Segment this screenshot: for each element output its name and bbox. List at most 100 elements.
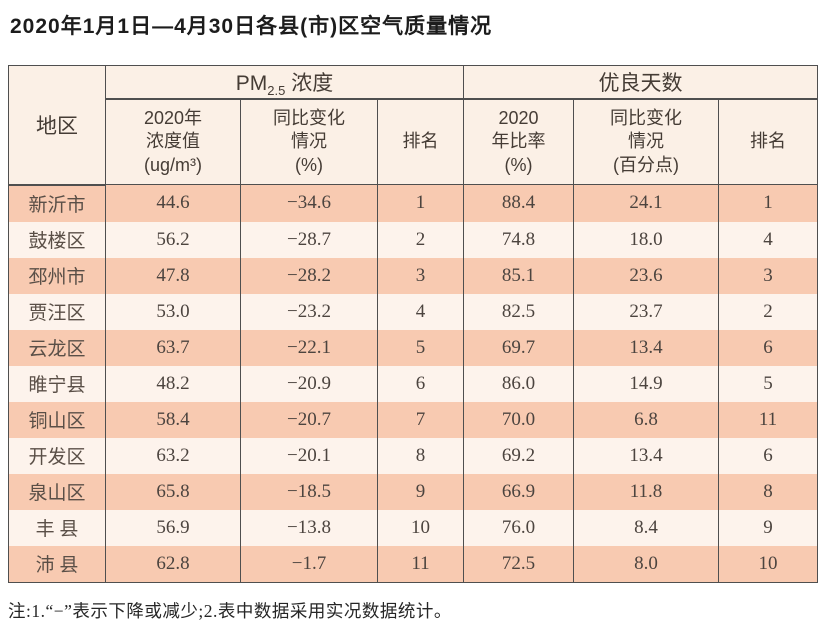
- cell-pm25-rank: 8: [376, 437, 465, 474]
- table-row: 铜山区 58.4 −20.7 7 70.0 6.8 11: [8, 401, 819, 438]
- cell-pm25-change: −34.6: [240, 184, 378, 222]
- air-quality-table: 地区 PM2.5 浓度 优良天数 2020年 浓度值 (ug/m³) 同比变化 …: [8, 65, 819, 583]
- cell-pm25-rank: 5: [376, 329, 465, 366]
- cell-good-change: 8.4: [573, 509, 720, 546]
- cell-good-rank: 11: [718, 401, 819, 438]
- cell-pm25-rank: 3: [376, 257, 465, 294]
- cell-good-change: 14.9: [573, 365, 720, 402]
- cell-good-change: 23.6: [573, 257, 720, 294]
- cell-pm25-rank: 1: [376, 184, 465, 222]
- cell-pm25-rank: 9: [376, 473, 465, 510]
- table-body: 新沂市 44.6 −34.6 1 88.4 24.1 1 鼓楼区 56.2 −28.7 2 74.8 1…: [8, 184, 819, 582]
- cell-region: 铜山区: [8, 401, 106, 438]
- table-row: 贾汪区 53.0 −23.2 4 82.5 23.7 2: [8, 293, 819, 330]
- cell-good-change: 23.7: [573, 293, 720, 330]
- cell-pm25-change: −20.9: [240, 365, 378, 402]
- cell-good-ratio: 72.5: [463, 545, 575, 582]
- cell-good-change: 8.0: [573, 545, 720, 582]
- table-row: 沛 县 62.8 −1.7 11 72.5 8.0 10: [8, 545, 819, 582]
- cell-pm25-value: 48.2: [105, 365, 241, 402]
- cell-good-ratio: 66.9: [463, 473, 575, 510]
- cell-region: 贾汪区: [8, 293, 106, 330]
- cell-pm25-value: 58.4: [105, 401, 241, 438]
- cell-pm25-value: 56.2: [105, 221, 241, 258]
- cell-region: 沛 县: [8, 545, 106, 582]
- table-row: 邳州市 47.8 −28.2 3 85.1 23.6 3: [8, 257, 819, 294]
- cell-pm25-rank: 7: [376, 401, 465, 438]
- cell-good-ratio: 88.4: [463, 184, 575, 222]
- cell-good-change: 18.0: [573, 221, 720, 258]
- cell-good-change: 24.1: [573, 184, 720, 222]
- cell-good-ratio: 86.0: [463, 365, 575, 402]
- cell-good-ratio: 82.5: [463, 293, 575, 330]
- cell-good-ratio: 85.1: [463, 257, 575, 294]
- cell-good-rank: 1: [718, 184, 819, 222]
- cell-pm25-value: 63.2: [105, 437, 241, 474]
- cell-good-rank: 8: [718, 473, 819, 510]
- group-header-row: 地区 PM2.5 浓度 优良天数: [8, 65, 819, 186]
- cell-good-ratio: 70.0: [463, 401, 575, 438]
- cell-good-rank: 2: [718, 293, 819, 330]
- region-column-header: 地区: [8, 65, 106, 186]
- sub-header-row: 2020年 浓度值 (ug/m³) 同比变化 情况 (%) 排名 2020 年比…: [9, 99, 819, 185]
- good-days-group-header: 优良天数: [463, 65, 819, 100]
- cell-good-rank: 3: [718, 257, 819, 294]
- table-row: 鼓楼区 56.2 −28.7 2 74.8 18.0 4: [8, 221, 819, 258]
- cell-pm25-value: 53.0: [105, 293, 241, 330]
- cell-pm25-change: −20.7: [240, 401, 378, 438]
- cell-pm25-rank: 10: [376, 509, 465, 546]
- pm25-change-header: 同比变化 情况 (%): [240, 99, 378, 185]
- cell-pm25-rank: 4: [376, 293, 465, 330]
- cell-region: 泉山区: [8, 473, 106, 510]
- cell-pm25-change: −20.1: [240, 437, 378, 474]
- table-row: 开发区 63.2 −20.1 8 69.2 13.4 6: [8, 437, 819, 474]
- good-rank-header: 排名: [718, 99, 819, 185]
- table-row: 丰 县 56.9 −13.8 10 76.0 8.4 9: [8, 509, 819, 546]
- cell-pm25-change: −22.1: [240, 329, 378, 366]
- cell-good-ratio: 74.8: [463, 221, 575, 258]
- cell-pm25-value: 56.9: [105, 509, 241, 546]
- cell-good-rank: 6: [718, 329, 819, 366]
- pm25-rank-header: 排名: [376, 99, 465, 185]
- good-ratio-header: 2020 年比率 (%): [463, 99, 575, 185]
- page-title: 2020年1月1日—4月30日各县(市)区空气质量情况: [10, 15, 493, 38]
- cell-pm25-rank: 11: [376, 545, 465, 582]
- cell-pm25-value: 44.6: [105, 184, 241, 222]
- cell-pm25-value: 47.8: [105, 257, 241, 294]
- cell-good-rank: 6: [718, 437, 819, 474]
- table-row: 新沂市 44.6 −34.6 1 88.4 24.1 1: [8, 184, 819, 222]
- cell-pm25-change: −23.2: [240, 293, 378, 330]
- cell-pm25-change: −1.7: [240, 545, 378, 582]
- cell-pm25-change: −18.5: [240, 473, 378, 510]
- cell-good-rank: 10: [718, 545, 819, 582]
- cell-good-change: 6.8: [573, 401, 720, 438]
- cell-region: 邳州市: [8, 257, 106, 294]
- cell-good-ratio: 69.2: [463, 437, 575, 474]
- table-row: 泉山区 65.8 −18.5 9 66.9 11.8 8: [8, 473, 819, 510]
- cell-good-rank: 5: [718, 365, 819, 402]
- cell-pm25-rank: 2: [376, 221, 465, 258]
- cell-good-change: 13.4: [573, 329, 720, 366]
- cell-pm25-value: 63.7: [105, 329, 241, 366]
- pm25-value-header: 2020年 浓度值 (ug/m³): [105, 99, 241, 185]
- cell-region: 鼓楼区: [8, 221, 106, 258]
- cell-good-change: 13.4: [573, 437, 720, 474]
- cell-good-ratio: 69.7: [463, 329, 575, 366]
- cell-pm25-change: −13.8: [240, 509, 378, 546]
- cell-pm25-change: −28.7: [240, 221, 378, 258]
- cell-good-rank: 9: [718, 509, 819, 546]
- table-row: 云龙区 63.7 −22.1 5 69.7 13.4 6: [8, 329, 819, 366]
- cell-pm25-value: 62.8: [105, 545, 241, 582]
- table-row: 睢宁县 48.2 −20.9 6 86.0 14.9 5: [8, 365, 819, 402]
- cell-pm25-rank: 6: [376, 365, 465, 402]
- cell-good-change: 11.8: [573, 473, 720, 510]
- pm25-group-header: PM2.5 浓度: [104, 65, 465, 100]
- cell-pm25-value: 65.8: [105, 473, 241, 510]
- pm25-label-subscript: 2.5: [267, 82, 286, 98]
- good-change-header: 同比变化 情况 (百分点): [573, 99, 720, 185]
- cell-region: 丰 县: [8, 509, 106, 546]
- cell-region: 开发区: [8, 437, 106, 474]
- table-header: 地区 PM2.5 浓度 优良天数 2020年 浓度值 (ug/m³) 同比变化 …: [8, 65, 819, 186]
- cell-pm25-change: −28.2: [240, 257, 378, 294]
